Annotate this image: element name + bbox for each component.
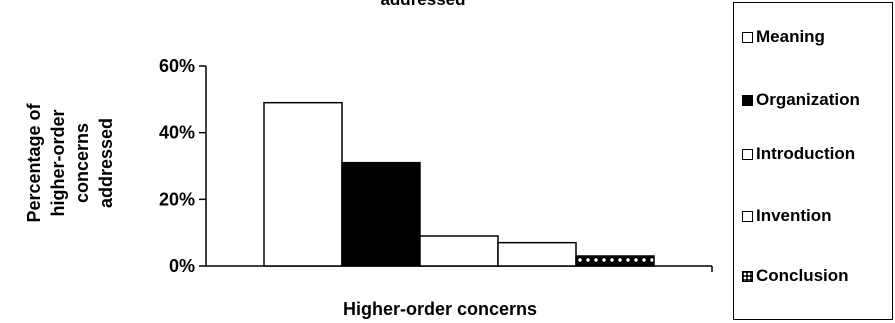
y-tick-label: 60% <box>159 56 195 76</box>
y-axis-label-line: concerns <box>72 123 92 203</box>
x-axis-label: Higher-order concerns <box>343 299 537 319</box>
bar-chart: addressed Percentage ofhigher-orderconce… <box>24 0 713 319</box>
legend-swatch <box>742 94 753 106</box>
legend-label: Meaning <box>756 27 825 46</box>
legend-swatch <box>742 148 753 160</box>
y-tick-label: 0% <box>169 256 195 276</box>
bar-introduction <box>419 235 499 267</box>
y-tick-label: 40% <box>159 123 195 143</box>
legend: Meaning Organization Introduction Invention… <box>733 2 893 320</box>
legend-label: Invention <box>756 206 832 225</box>
y-tick-label: 20% <box>159 189 195 209</box>
legend-swatch <box>742 210 753 222</box>
legend-swatch <box>742 31 753 43</box>
legend-item-meaning: Meaning <box>742 27 825 47</box>
legend-item-invention: Invention <box>742 206 832 226</box>
bars-group <box>263 101 655 267</box>
legend-item-introduction: Introduction <box>742 144 855 164</box>
bar-organization <box>341 161 421 267</box>
bar-conclusion <box>575 255 655 267</box>
legend-swatch <box>742 270 753 282</box>
bar-meaning <box>263 101 343 267</box>
bar-invention <box>497 241 577 267</box>
y-axis-label: Percentage of higher-order concerns address… <box>24 102 116 222</box>
y-axis-label-line: addressed <box>96 118 116 208</box>
legend-label: Conclusion <box>756 266 849 285</box>
y-axis-label-line: higher-order <box>48 109 68 216</box>
legend-item-organization: Organization <box>742 90 860 110</box>
legend-label: Organization <box>756 90 860 109</box>
legend-item-conclusion: Conclusion <box>742 266 849 286</box>
chart-title: addressed <box>380 0 465 9</box>
y-axis-label-line: Percentage of <box>24 102 44 222</box>
legend-label: Introduction <box>756 144 856 163</box>
